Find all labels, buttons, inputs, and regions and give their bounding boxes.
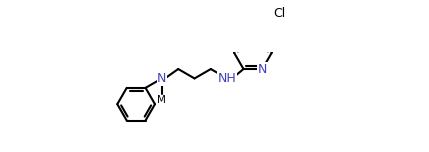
Text: M: M — [157, 95, 166, 105]
Text: N: N — [157, 72, 166, 85]
Text: Cl: Cl — [273, 7, 285, 20]
Text: NH: NH — [218, 72, 236, 85]
Text: N: N — [258, 62, 267, 76]
